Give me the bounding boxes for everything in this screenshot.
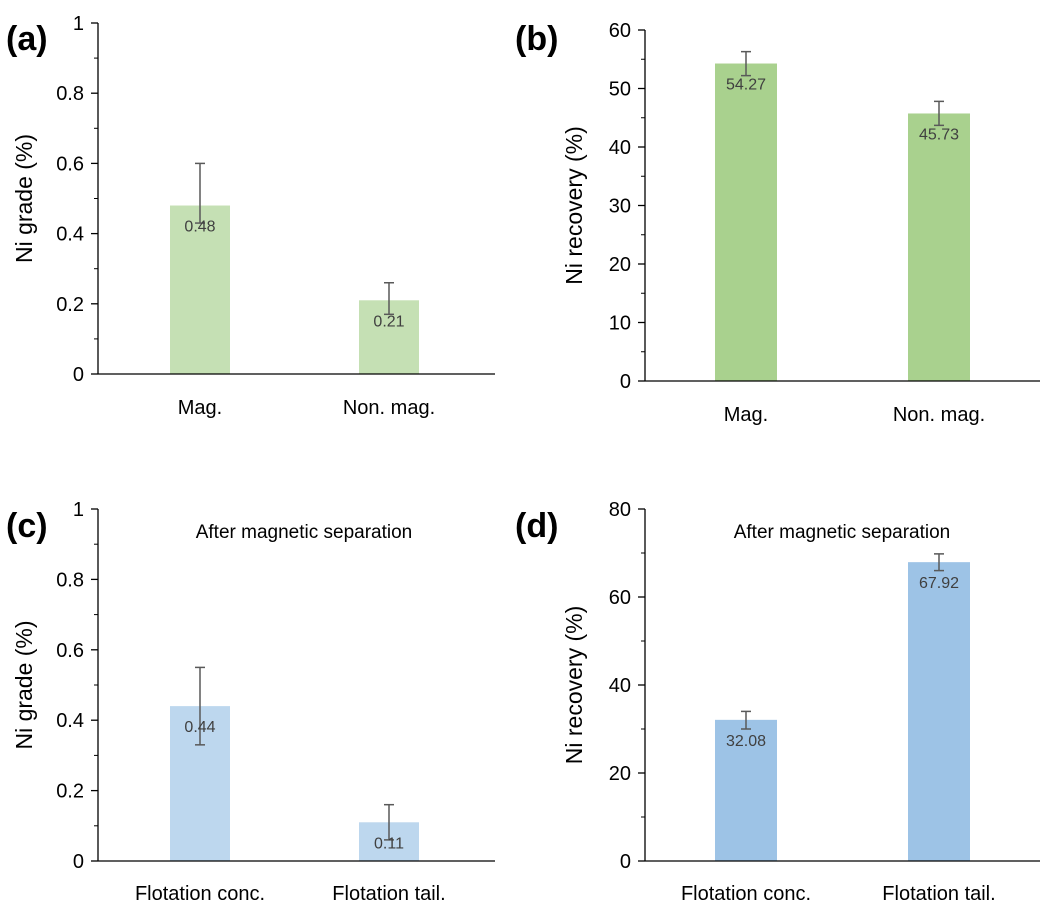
y-tick-label: 1 xyxy=(73,499,84,521)
error-bar-1 xyxy=(741,710,751,730)
y-axis-title: Ni recovery (%) xyxy=(561,126,587,284)
error-bar-2 xyxy=(934,553,944,572)
error-bar-1 xyxy=(741,50,751,77)
y-axis-title: Ni grade (%) xyxy=(11,620,37,749)
y-tick-label: 1 xyxy=(73,13,84,35)
error-bar-1 xyxy=(195,666,205,746)
bar-1 xyxy=(715,719,777,861)
y-tick-label: 30 xyxy=(609,196,631,218)
y-tick-label: 80 xyxy=(609,499,631,521)
bar-2 xyxy=(908,562,970,861)
chart-panel-4: (d) 32.08 67.92 0 20 40 60 80 Flotation conc. Flo… xyxy=(515,499,1040,905)
x-category-label: Mag. xyxy=(724,404,768,426)
data-label-1: 0.44 xyxy=(184,719,215,736)
y-tick-label: 10 xyxy=(609,313,631,335)
y-tick-label: 0.6 xyxy=(56,640,84,662)
y-tick-label: 60 xyxy=(609,20,631,42)
annotation-text: After magnetic separation xyxy=(196,522,413,543)
y-tick-label: 0.2 xyxy=(56,781,84,803)
y-tick-label: 0 xyxy=(73,364,84,386)
y-tick-label: 0 xyxy=(73,851,84,873)
y-tick-label: 0.2 xyxy=(56,294,84,316)
y-tick-label: 20 xyxy=(609,254,631,276)
panel-label: (d) xyxy=(515,507,558,545)
y-tick-label: 40 xyxy=(609,137,631,159)
chart-panel-2: (b) 54.27 45.73 0 10 20 30 40 50 60 Mag. Non. mag. N… xyxy=(515,20,1040,426)
x-category-label: Mag. xyxy=(178,397,222,419)
error-bar-1 xyxy=(195,162,205,224)
x-category-label: Flotation tail. xyxy=(882,883,995,905)
x-category-label: Flotation tail. xyxy=(332,883,445,905)
x-category-label: Flotation conc. xyxy=(681,883,811,905)
y-axis-title: Ni recovery (%) xyxy=(561,606,587,764)
chart-panel-1: (a) 0.48 0.21 0 0.2 0.4 0.6 0.8 1 Mag. Non. mag. Ni… xyxy=(6,13,495,419)
error-bar-2 xyxy=(934,100,944,127)
bar-2 xyxy=(908,113,970,382)
y-tick-label: 50 xyxy=(609,79,631,101)
chart-panel-3: (c) 0.44 0.11 0 0.2 0.4 0.6 0.8 1 Flotation conc.… xyxy=(6,499,495,905)
y-tick-label: 0 xyxy=(620,851,631,873)
y-tick-label: 0.8 xyxy=(56,569,84,591)
y-tick-label: 60 xyxy=(609,587,631,609)
panel-label: (c) xyxy=(6,507,48,545)
data-label-1: 54.27 xyxy=(726,77,766,94)
data-label-2: 45.73 xyxy=(919,126,959,143)
y-tick-label: 0.6 xyxy=(56,153,84,175)
x-category-label: Non. mag. xyxy=(343,397,435,419)
data-label-2: 0.21 xyxy=(373,313,404,330)
annotation-text: After magnetic separation xyxy=(734,522,951,543)
x-category-label: Non. mag. xyxy=(893,404,985,426)
data-label-1: 0.48 xyxy=(184,219,215,236)
bar-1 xyxy=(170,205,230,374)
error-bar-2 xyxy=(384,281,394,316)
y-tick-label: 20 xyxy=(609,763,631,785)
data-label-1: 32.08 xyxy=(726,733,766,750)
y-tick-label: 0.4 xyxy=(56,224,84,246)
data-label-2: 67.92 xyxy=(919,575,959,592)
y-tick-label: 0.8 xyxy=(56,83,84,105)
x-category-label: Flotation conc. xyxy=(135,883,265,905)
panel-label: (a) xyxy=(6,20,48,58)
y-tick-label: 40 xyxy=(609,675,631,697)
y-axis-title: Ni grade (%) xyxy=(11,134,37,263)
error-bar-2 xyxy=(384,803,394,841)
y-tick-label: 0 xyxy=(620,371,631,393)
panel-label: (b) xyxy=(515,20,558,58)
y-tick-label: 0.4 xyxy=(56,710,84,732)
data-label-2: 0.11 xyxy=(374,835,404,852)
bar-1 xyxy=(715,63,777,381)
